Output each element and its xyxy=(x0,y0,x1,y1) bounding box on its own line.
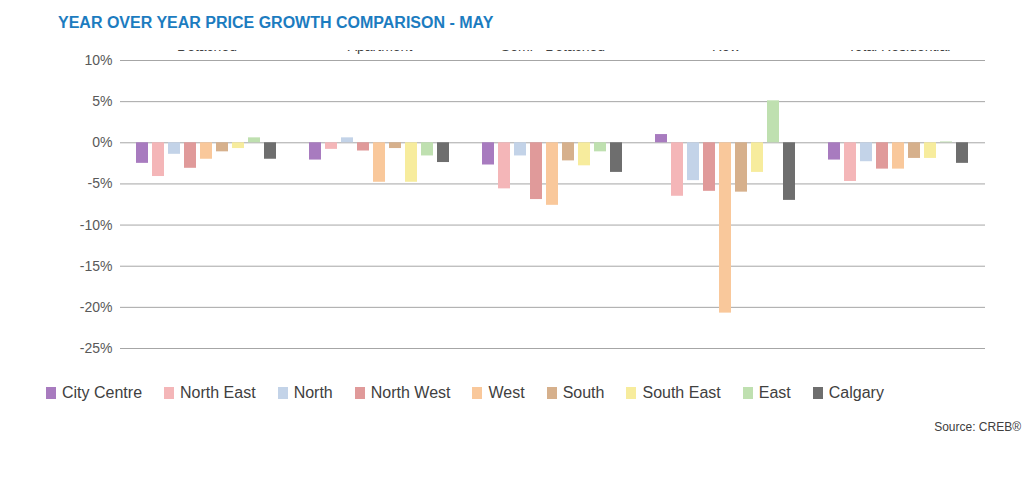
svg-text:Total Residential: Total Residential xyxy=(848,50,951,54)
html-text:North East: North East xyxy=(180,384,256,401)
html-text:North West: North West xyxy=(370,384,451,401)
html-text:City Centre: City Centre xyxy=(62,384,142,401)
svg-text:5%: 5% xyxy=(92,93,112,109)
html-text:East: East xyxy=(758,384,791,401)
svg-text:Detached: Detached xyxy=(177,50,237,54)
svg-text:10%: 10% xyxy=(84,52,112,68)
svg-text:-20%: -20% xyxy=(80,299,113,315)
html-text:YEAR OVER YEAR PRICE GROWTH CO: YEAR OVER YEAR PRICE GROWTH COMPARISON -… xyxy=(58,14,494,31)
html-text:South East: South East xyxy=(642,384,721,401)
svg-text:-15%: -15% xyxy=(80,258,113,274)
svg-text:Semi - Detached: Semi - Detached xyxy=(501,50,605,54)
svg-text:Apartment: Apartment xyxy=(348,50,413,54)
svg-text:-5%: -5% xyxy=(88,175,113,191)
html-text:West: West xyxy=(488,384,525,401)
svg-text:-25%: -25% xyxy=(80,340,113,356)
svg-text:-10%: -10% xyxy=(80,217,113,233)
html-text:Source: CREB®: Source: CREB® xyxy=(934,420,1021,434)
svg-text:Row: Row xyxy=(712,50,741,54)
html-text:North: North xyxy=(293,384,333,401)
html-text:South: South xyxy=(562,384,605,401)
svg-text:0%: 0% xyxy=(92,134,112,150)
html-text:Calgary: Calgary xyxy=(828,384,884,401)
